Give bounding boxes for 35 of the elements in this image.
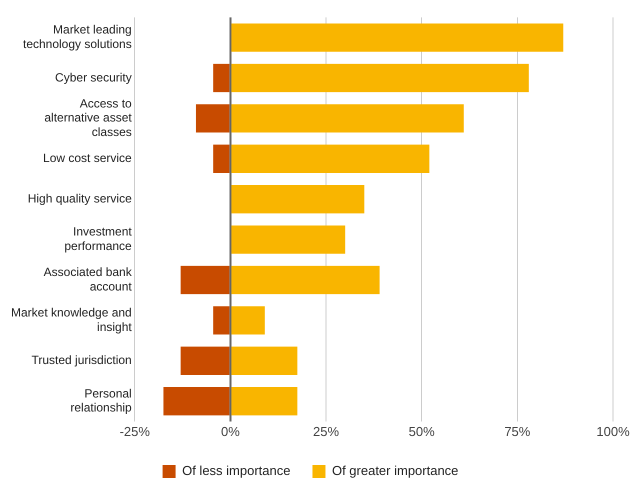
y-tick-label: High quality service (28, 192, 132, 206)
y-tick-label: Trusted jurisdiction (31, 353, 132, 368)
bar (213, 64, 230, 92)
bar (231, 144, 430, 173)
legend-label: Of less importance (182, 463, 290, 478)
x-tick-label: 50% (408, 424, 436, 439)
bar (231, 104, 464, 133)
x-tick-label: -25% (120, 424, 150, 439)
bar (231, 185, 364, 214)
x-tick-label: 0% (220, 424, 240, 439)
y-tick-label: Access to alternative asset classes (44, 96, 132, 140)
bar (231, 346, 298, 375)
y-tick-label: Market leading technology solutions (22, 22, 132, 52)
y-tick-label: Associated bank account (44, 265, 133, 294)
bar (231, 64, 529, 92)
y-tick-label: Cyber security (55, 70, 132, 84)
x-tick-label: 100% (596, 424, 630, 439)
x-tick-label: 25% (313, 424, 340, 439)
x-tick-label: 75% (504, 424, 531, 439)
y-tick-label: Investment performance (64, 224, 132, 254)
bar (231, 387, 298, 416)
y-tick-label: Low cost service (43, 151, 132, 166)
bar (213, 306, 230, 335)
bar (213, 144, 230, 173)
bar (231, 23, 564, 52)
bar (196, 104, 230, 133)
bar (231, 306, 265, 335)
legend-label: Of greater importance (332, 463, 458, 478)
bar (180, 266, 230, 294)
bar (163, 387, 230, 416)
bar (231, 266, 380, 294)
y-tick-label: Market knowledge and insight (10, 306, 132, 334)
bar (231, 225, 346, 254)
y-tick-label: Personal relationship (70, 386, 132, 415)
bar (180, 346, 230, 375)
